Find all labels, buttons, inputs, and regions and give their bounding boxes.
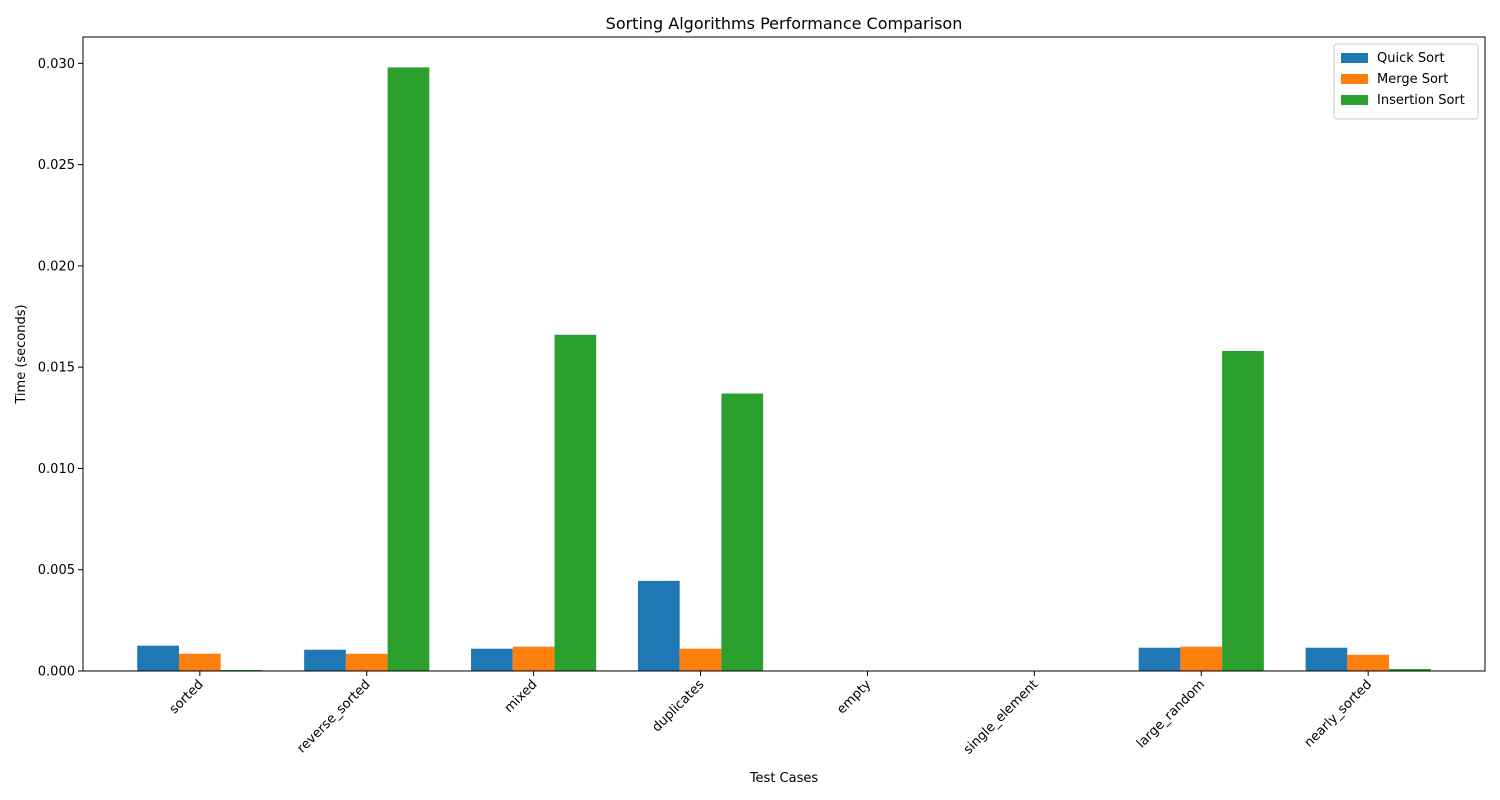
y-tick-label: 0.030 [38,57,75,72]
bar-insertion-sort-mixed [554,334,597,671]
y-tick-label: 0.025 [38,158,75,173]
bar-quick-sort-nearly_sorted [1305,647,1348,671]
legend-box [1333,43,1479,120]
bar-insertion-sort-reverse_sorted [387,67,430,672]
bar-insertion-sort-nearly_sorted [1389,668,1431,671]
bar-merge-sort-large_random [1180,646,1223,671]
bar-merge-sort-mixed [512,646,555,671]
bar-quick-sort-duplicates [637,580,680,671]
bar-merge-sort-nearly_sorted [1347,654,1390,671]
bar-insertion-sort-large_random [1222,350,1264,671]
y-tick-label: 0.005 [38,563,75,578]
bar-quick-sort-mixed [471,648,513,671]
bar-quick-sort-large_random [1138,647,1181,671]
x-tick-label-sorted: sorted [167,677,207,717]
legend-label-quick-sort: Quick Sort [1377,51,1445,66]
x-tick-label-empty: empty [834,677,874,717]
x-tick-label-reverse_sorted: reverse_sorted [295,677,374,756]
x-tick-label-single_element: single_element [961,677,1041,757]
x-tick-label-nearly_sorted: nearly_sorted [1302,677,1375,750]
y-axis-title: Time (seconds) [14,304,29,404]
chart-title: Sorting Algorithms Performance Compariso… [606,14,963,33]
bar-quick-sort-reverse_sorted [304,649,346,671]
legend: Quick Sort Merge Sort Insertion Sort [1333,43,1479,120]
legend-swatch-quick-sort [1341,53,1368,63]
bar-insertion-sort-duplicates [721,393,764,671]
x-axis: sorted reverse_sorted mixed duplicates empty… [167,671,1375,758]
x-tick-label-large_random: large_random [1134,677,1208,751]
x-tick-label-duplicates: duplicates [649,677,707,735]
plot-frame [82,36,1486,672]
legend-label-insertion-sort: Insertion Sort [1377,93,1465,108]
bar-insertion-sort-sorted [220,669,263,671]
y-tick-label: 0.015 [38,361,75,376]
bars-group [137,67,1431,672]
y-axis: 0.000 0.005 0.010 0.015 0.020 0.025 0.030 [38,57,83,680]
bar-quick-sort-sorted [137,645,179,671]
legend-label-merge-sort: Merge Sort [1377,72,1448,87]
y-tick-label: 0.020 [38,259,75,274]
legend-swatch-insertion-sort [1341,95,1368,105]
bar-merge-sort-duplicates [679,648,722,671]
bar-merge-sort-sorted [178,653,221,671]
x-tick-label-mixed: mixed [502,677,541,716]
legend-swatch-merge-sort [1341,74,1368,84]
x-axis-title: Test Cases [749,771,819,786]
y-tick-label: 0.010 [38,462,75,477]
bar-merge-sort-reverse_sorted [345,653,388,671]
y-tick-label: 0.000 [38,665,75,680]
